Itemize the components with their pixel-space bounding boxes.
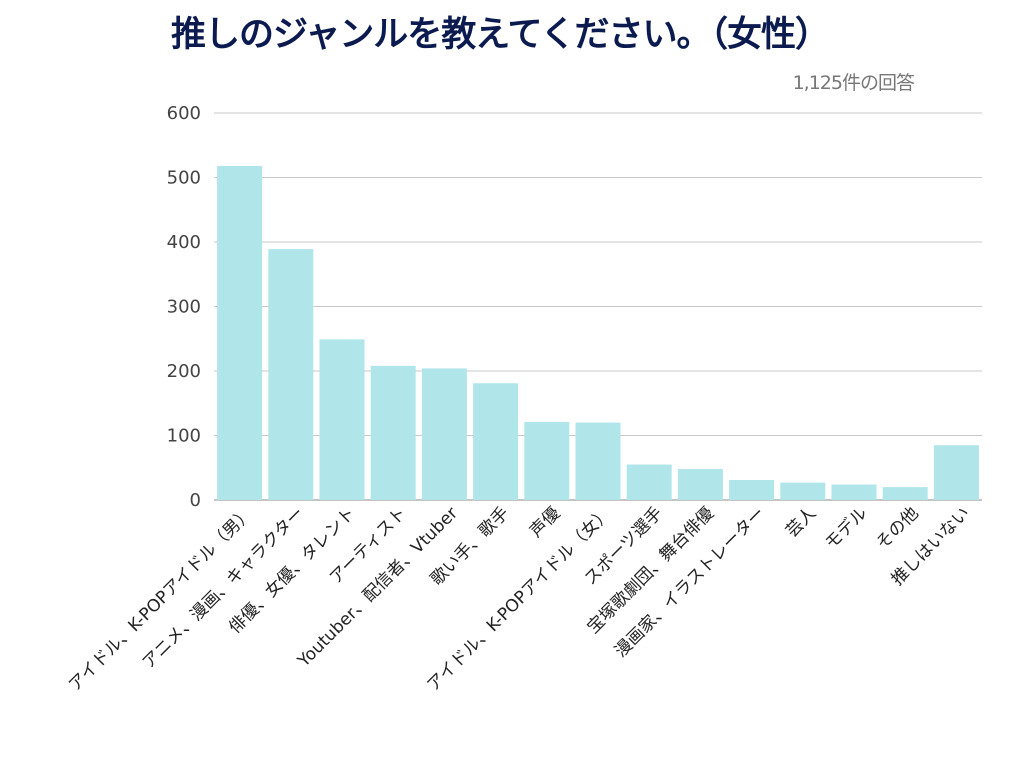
y-tick-label: 200 — [167, 361, 201, 382]
x-category-label: アイドル、K-POPアイドル（女） — [423, 503, 615, 695]
bar — [729, 480, 775, 500]
bar — [268, 249, 314, 500]
x-category-label: モデル — [821, 503, 872, 554]
bar — [217, 165, 263, 500]
y-tick-label: 100 — [167, 426, 201, 447]
y-tick-label: 300 — [167, 297, 201, 318]
bar — [882, 487, 928, 500]
response-count: 1,125件の回答 — [792, 72, 915, 94]
bar — [575, 422, 621, 500]
x-category-label: その他 — [873, 503, 923, 553]
bar — [421, 368, 467, 500]
x-category-label: 芸人 — [782, 503, 820, 541]
bar — [780, 482, 826, 500]
bar — [319, 339, 365, 500]
x-category-label: 声優 — [526, 503, 564, 541]
y-tick-label: 500 — [167, 168, 201, 189]
bar — [677, 469, 723, 500]
chart-title: 推しのジャンルを教えてください。（女性） — [171, 15, 830, 55]
bar — [370, 365, 416, 500]
y-tick-label: 400 — [167, 232, 201, 253]
y-tick-label: 600 — [167, 103, 201, 124]
bar — [626, 464, 672, 500]
bar — [933, 445, 979, 500]
y-tick-label: 0 — [190, 490, 201, 511]
bar — [524, 421, 570, 500]
x-category-label: アイドル、K-POPアイドル（男） — [65, 503, 257, 695]
bar — [473, 383, 519, 500]
bar — [831, 484, 877, 500]
